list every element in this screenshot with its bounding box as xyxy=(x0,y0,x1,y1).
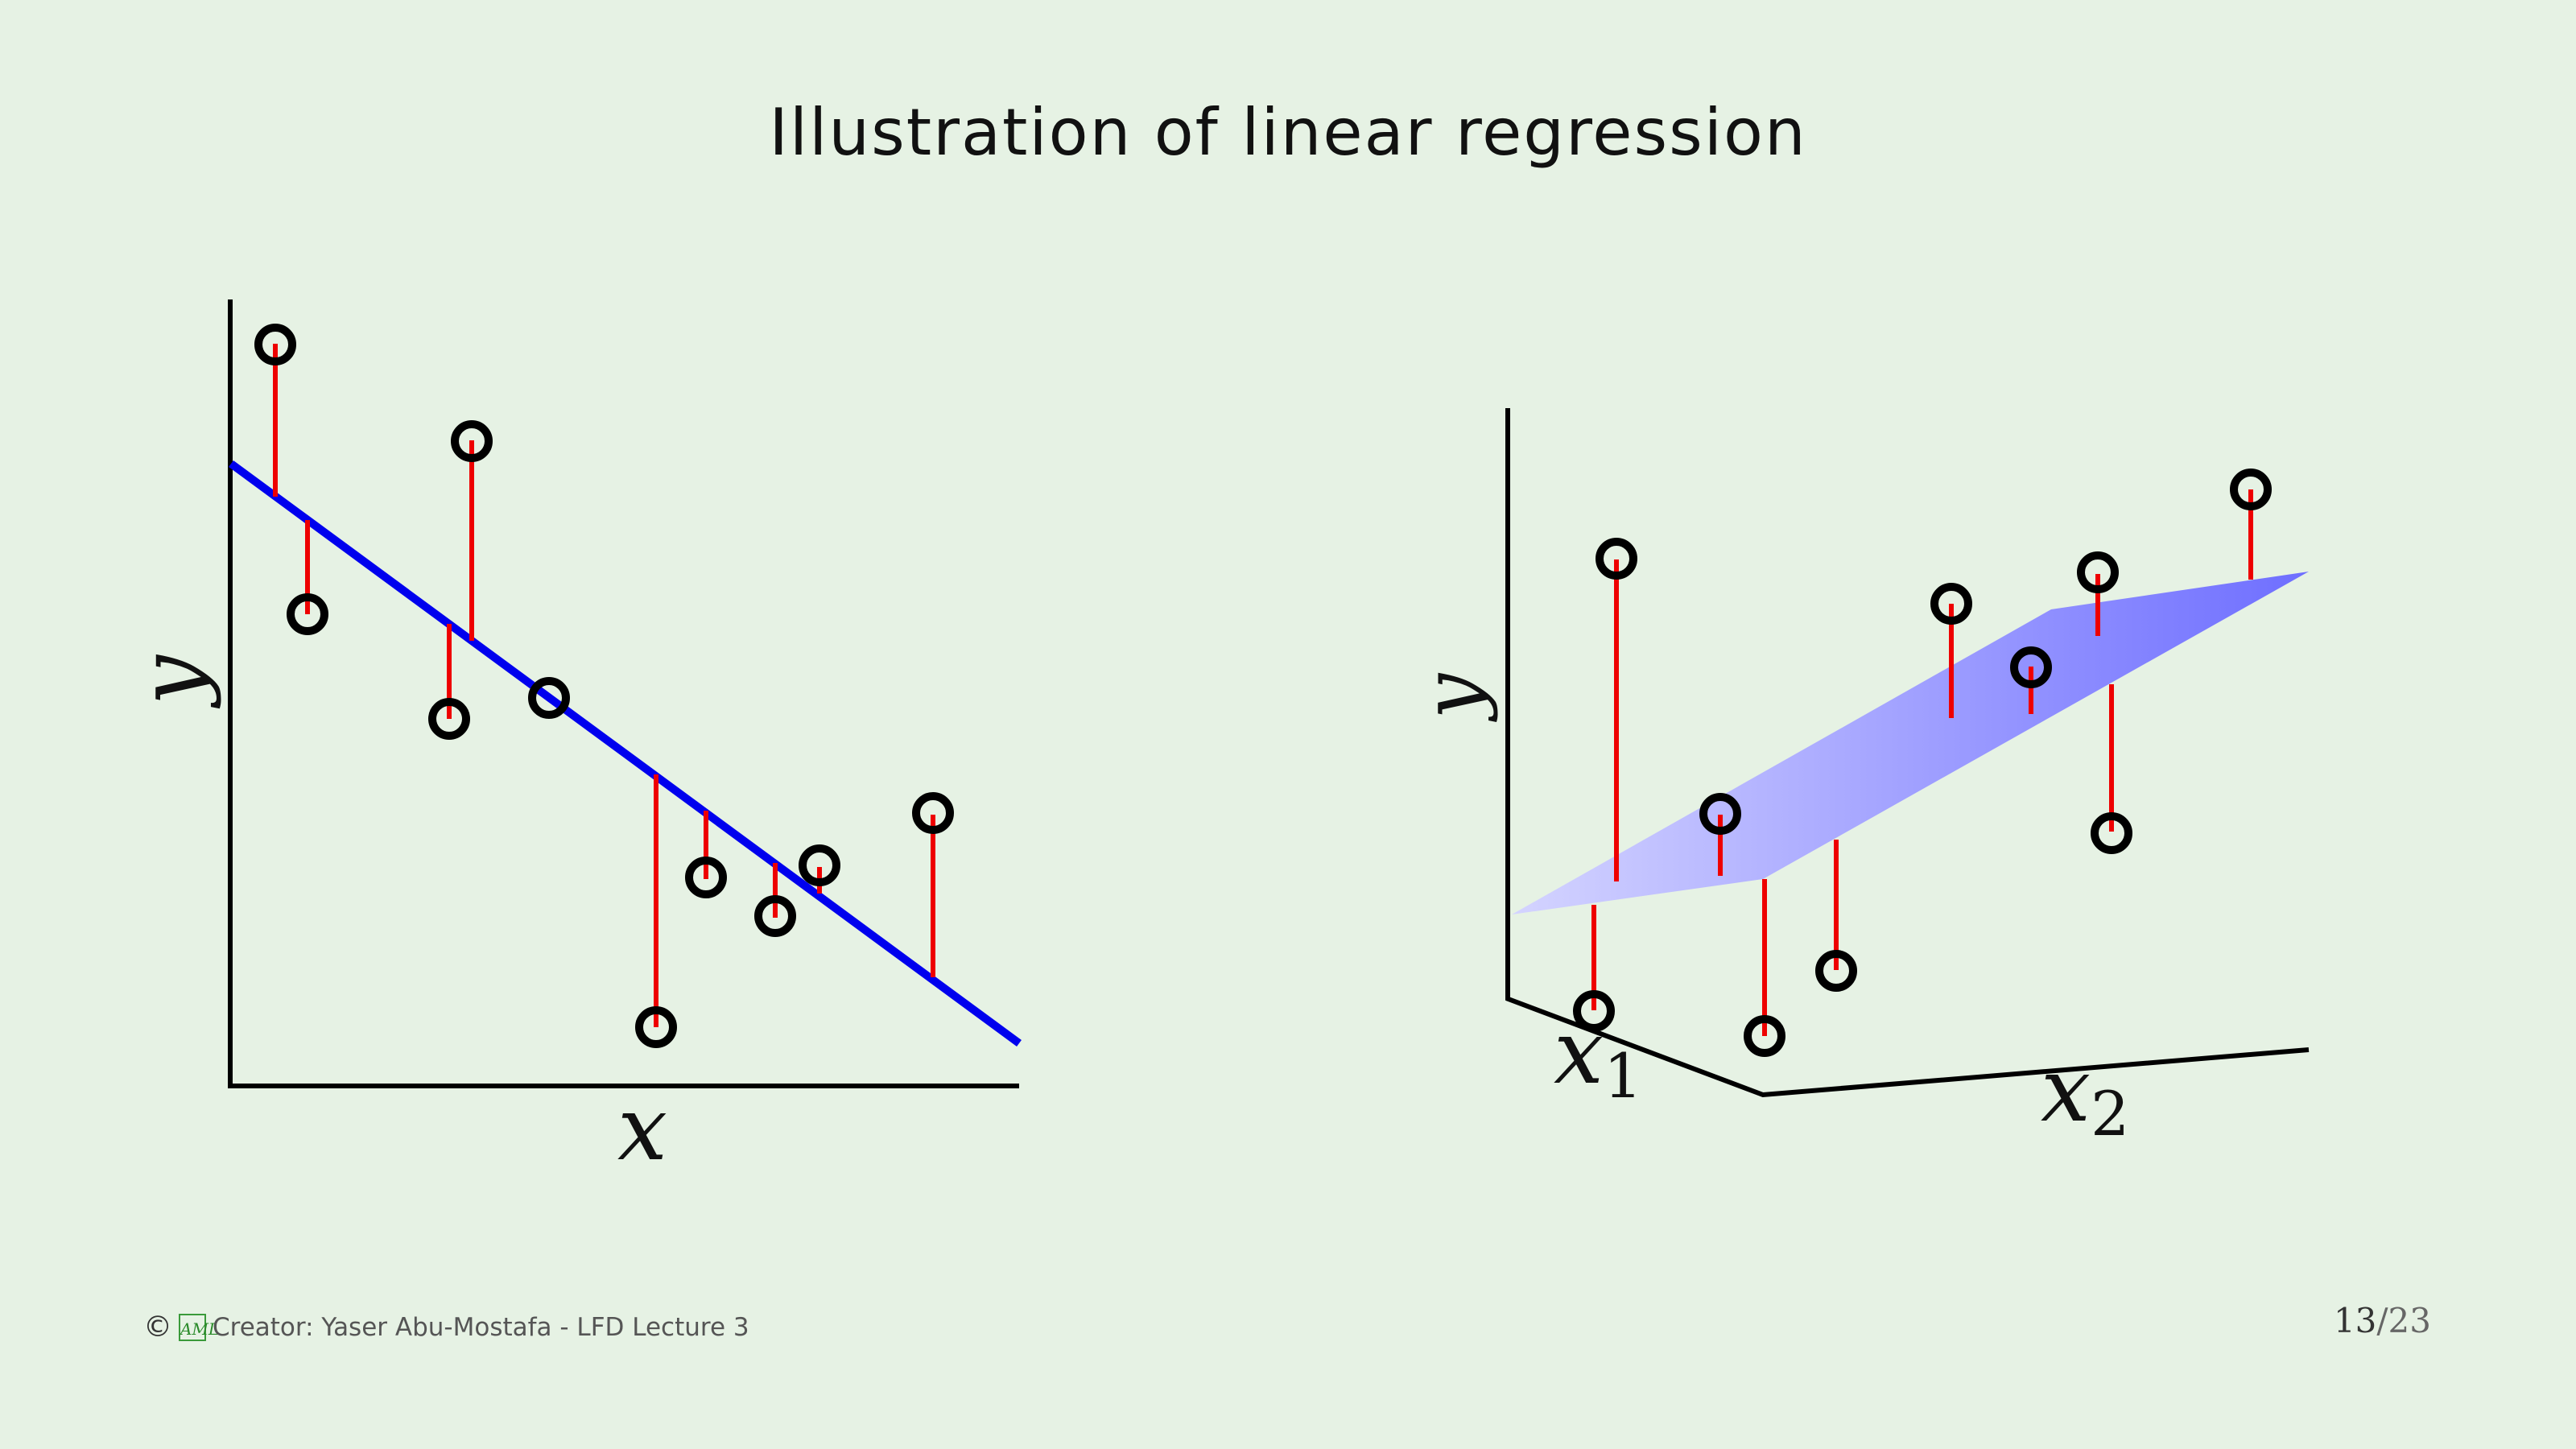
page-current: 13 xyxy=(2333,1301,2377,1340)
right-residuals xyxy=(1591,489,2253,1036)
data-point xyxy=(1815,950,1857,992)
data-point xyxy=(1930,583,1972,625)
left-residuals xyxy=(273,344,935,1027)
right-y-axis-label: y xyxy=(1405,672,1499,722)
copyright-icon: © xyxy=(143,1311,172,1344)
data-point xyxy=(1699,793,1741,835)
data-point xyxy=(912,792,954,834)
data-point xyxy=(2230,469,2272,510)
left-data-points xyxy=(254,324,954,1048)
data-point xyxy=(799,844,840,886)
credit-text: Creator: Yaser Abu-Mostafa - LFD Lecture… xyxy=(213,1312,749,1342)
page-number: 13/23 xyxy=(2334,1301,2431,1340)
data-point xyxy=(428,698,470,740)
data-point xyxy=(685,857,727,898)
right-x2-axis-label: x2 xyxy=(2041,1038,2129,1150)
regression-plane xyxy=(1512,572,2309,914)
slide-title: Illustration of linear regression xyxy=(769,95,1807,170)
data-point xyxy=(2091,812,2132,854)
data-point xyxy=(2010,646,2052,688)
footer-credit: © AML Creator: Yaser Abu-Mostafa - LFD L… xyxy=(143,1311,749,1344)
data-point xyxy=(2077,551,2119,593)
page-separator: / xyxy=(2376,1301,2388,1340)
x2-symbol: x xyxy=(2041,1038,2091,1141)
data-point xyxy=(451,420,493,462)
left-regression-plot: x y xyxy=(119,299,1022,1180)
fit-line xyxy=(229,460,1022,1047)
data-point xyxy=(1744,1015,1785,1057)
right-x1-axis-label: x1 xyxy=(1554,1001,1642,1112)
aml-logo-icon: AML xyxy=(179,1313,219,1341)
right-regression-plot: x1 x2 y xyxy=(1405,408,2310,1150)
x1-symbol: x xyxy=(1554,1001,1604,1104)
data-point xyxy=(254,324,296,365)
data-point xyxy=(635,1006,677,1048)
x1-subscript: 1 xyxy=(1604,1040,1642,1112)
data-point xyxy=(1596,538,1637,580)
left-x-axis-label: x xyxy=(617,1077,667,1180)
data-point xyxy=(287,593,328,635)
data-point xyxy=(528,677,570,719)
right-data-points xyxy=(1573,469,2272,1057)
data-point xyxy=(1573,990,1615,1032)
page-total: 23 xyxy=(2388,1301,2431,1340)
left-y-axis-label: y xyxy=(119,654,222,709)
x2-subscript: 2 xyxy=(2091,1078,2129,1150)
data-point xyxy=(754,895,796,937)
